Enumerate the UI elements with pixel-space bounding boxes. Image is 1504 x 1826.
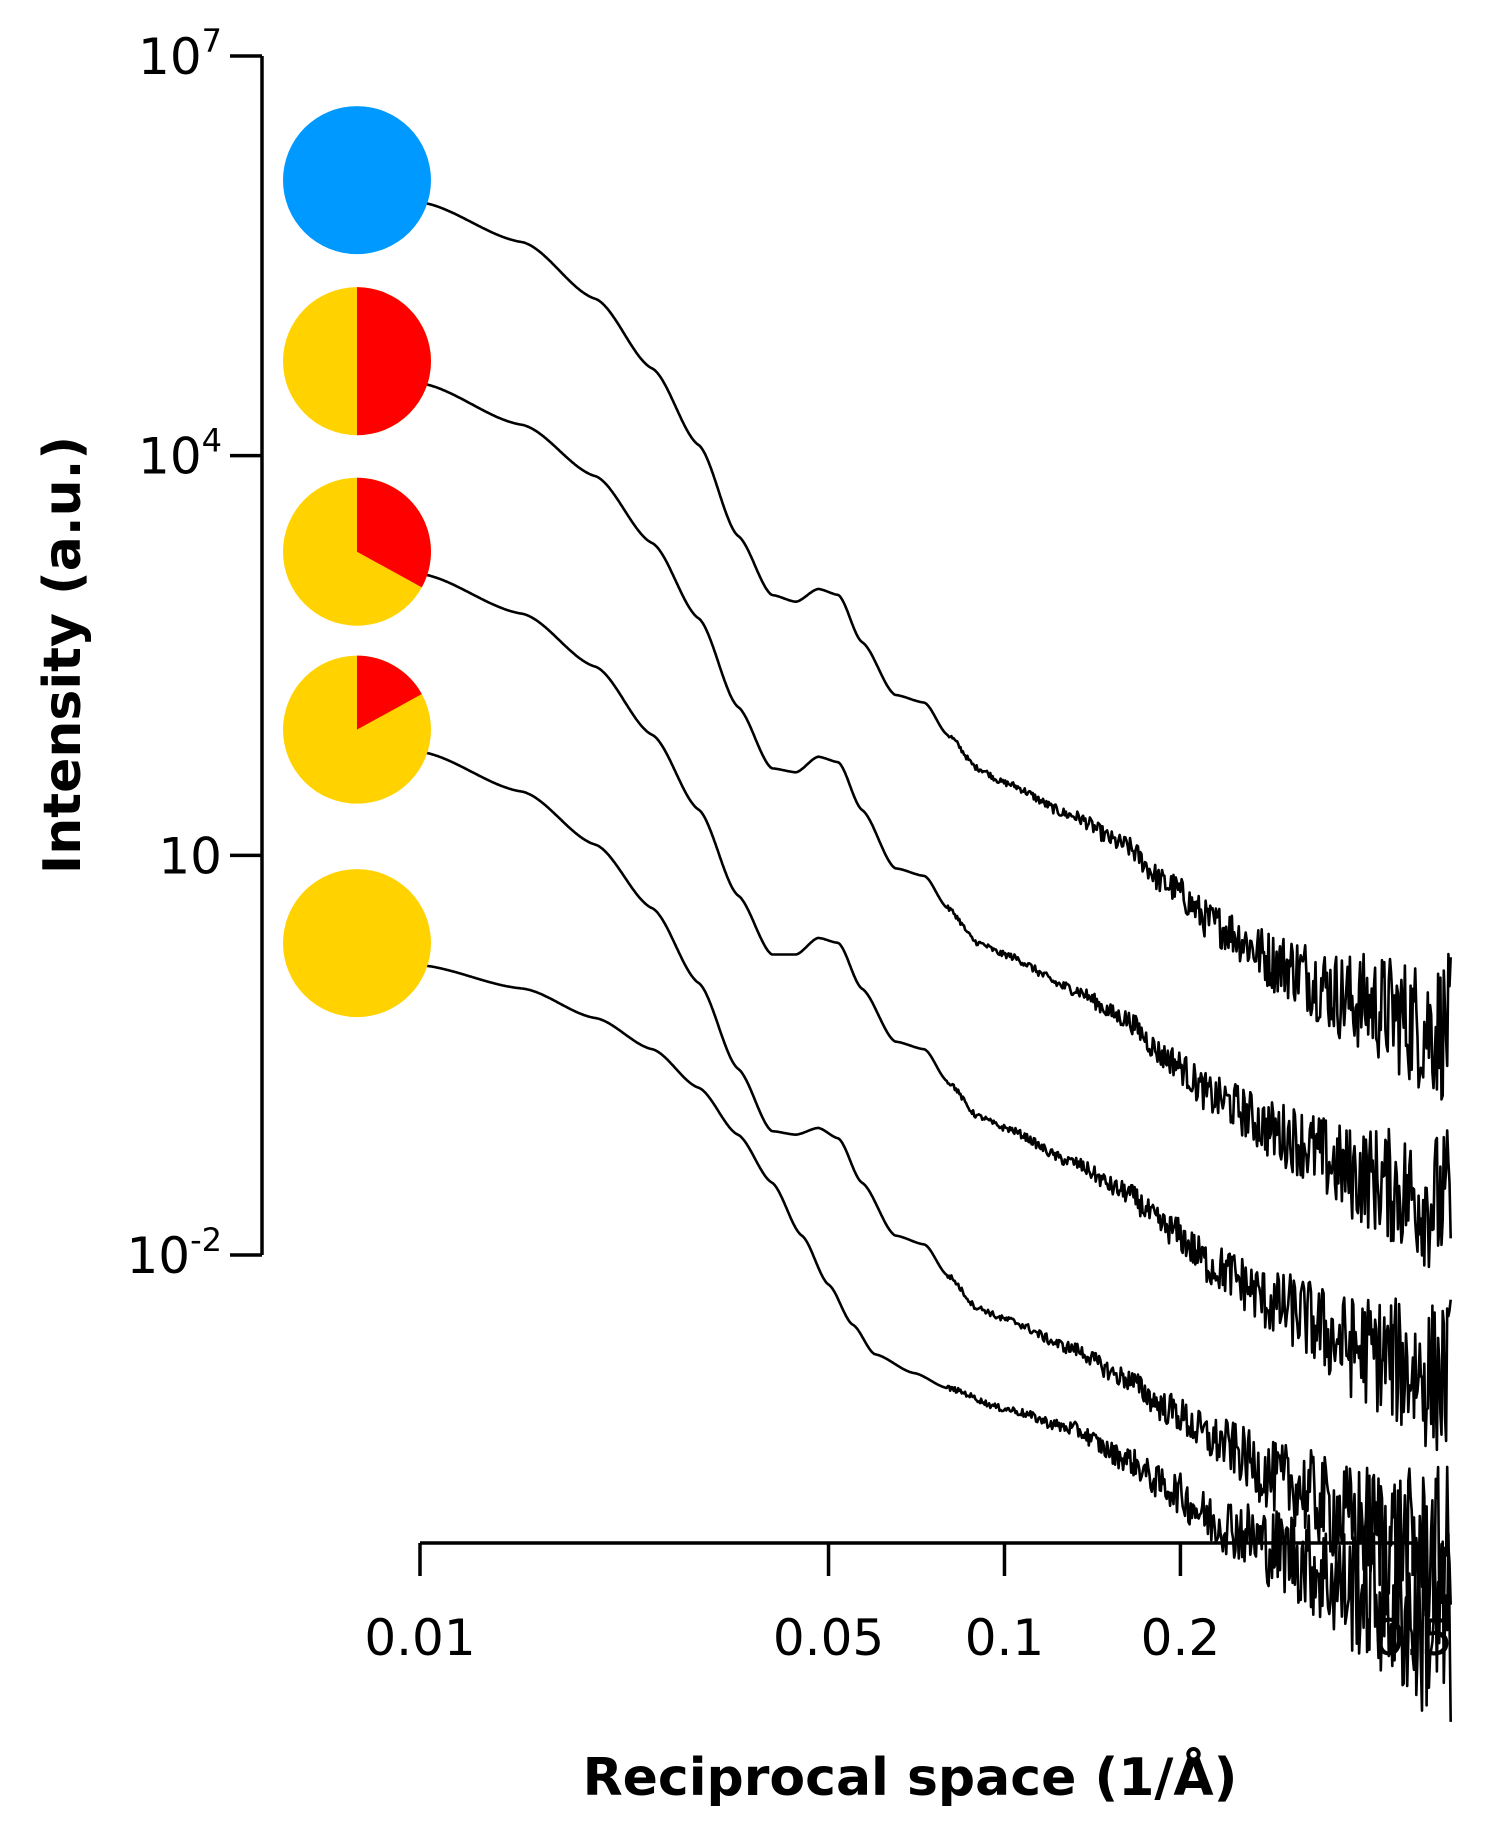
marker-slice	[357, 287, 432, 436]
x-tick-label: 0.05	[773, 1609, 884, 1667]
x-tick-label: 0.01	[364, 1609, 475, 1667]
x-tick-label: 0.1	[965, 1609, 1045, 1667]
y-tick-label: 107	[138, 22, 222, 86]
marker-base	[283, 869, 431, 1018]
y-axis-title: Intensity (a.u.)	[33, 436, 93, 874]
series-line	[419, 963, 1452, 1722]
x-tick-label: 0.2	[1141, 1609, 1221, 1667]
series-line	[419, 750, 1452, 1631]
y-tick-label: 104	[138, 422, 222, 486]
marker-slice	[357, 477, 431, 588]
marker-slice	[357, 655, 422, 730]
series-marker	[283, 869, 431, 1018]
y-axis: 107 104 10 10-2	[126, 22, 264, 1285]
series-marker	[283, 287, 432, 436]
series-markers	[283, 106, 432, 1018]
y-tick-label: 10-2	[126, 1221, 222, 1285]
series-marker	[283, 477, 431, 626]
x-axis-title: Reciprocal space (1/Å)	[583, 1747, 1238, 1808]
marker-base	[283, 106, 431, 255]
series-line	[419, 381, 1452, 1269]
series-curves	[419, 199, 1452, 1722]
y-ticks: 107 104 10 10-2	[126, 22, 262, 1285]
series-line	[419, 572, 1452, 1452]
series-line	[419, 200, 1452, 1101]
series-marker	[283, 655, 431, 804]
series-marker	[283, 106, 431, 255]
y-tick-label: 10	[158, 827, 222, 885]
